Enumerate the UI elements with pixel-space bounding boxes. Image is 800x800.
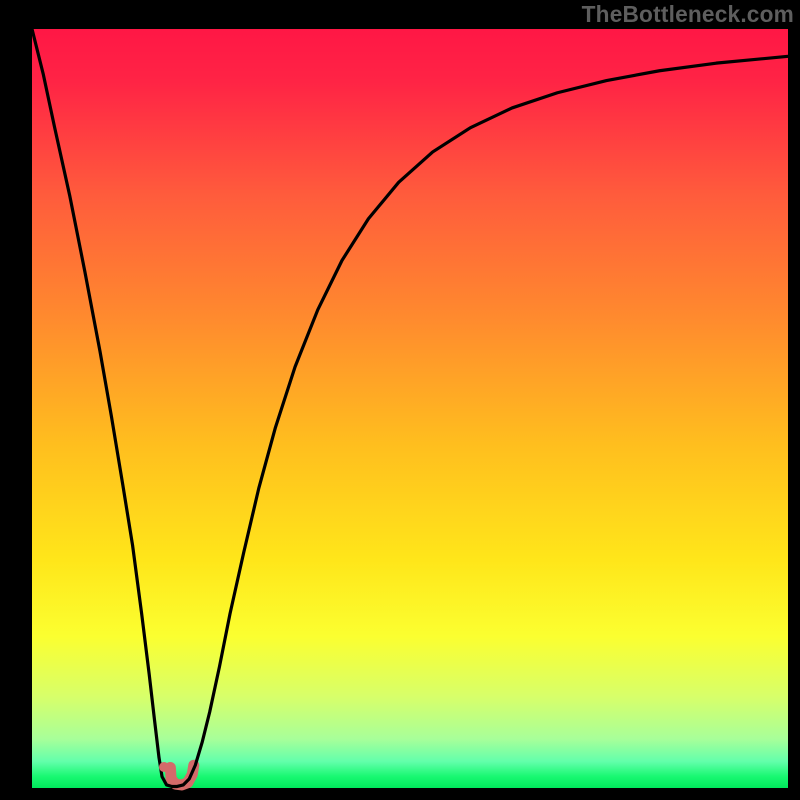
chart-overlay-svg bbox=[32, 29, 788, 788]
trough-dot-marker-px bbox=[159, 762, 169, 772]
chart-plot-area bbox=[32, 29, 788, 788]
bottleneck-curve bbox=[32, 29, 788, 786]
watermark-text: TheBottleneck.com bbox=[576, 0, 800, 28]
